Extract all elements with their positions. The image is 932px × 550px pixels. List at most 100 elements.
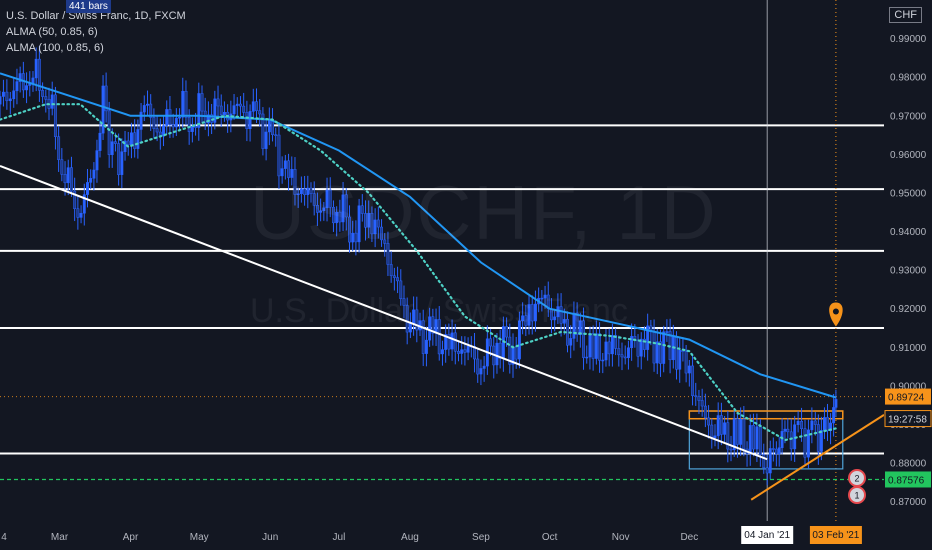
x-tick-label: Jul	[333, 532, 346, 543]
candle-down	[730, 449, 732, 450]
candle-up	[483, 366, 485, 368]
candle-up	[784, 429, 786, 431]
candle-up	[781, 431, 783, 447]
candle-down	[194, 126, 196, 127]
candle-down	[45, 97, 47, 100]
candle-down	[592, 334, 594, 359]
candle-down	[239, 104, 241, 106]
candle-down	[6, 92, 8, 101]
candle-down	[698, 397, 700, 401]
x-tick-label: Oct	[542, 532, 558, 543]
candle-down	[800, 421, 802, 428]
candle-up	[723, 423, 725, 435]
countdown-label: 19:27:58	[888, 415, 927, 426]
indicator-alma-100[interactable]: ALMA (100, 0.85, 6)	[6, 40, 186, 56]
candle-down	[790, 432, 792, 449]
candle-up	[496, 343, 498, 365]
candle-up	[9, 99, 11, 101]
y-tick-label: 0.93000	[890, 266, 927, 277]
candle-up	[51, 95, 53, 109]
candle-up	[182, 91, 184, 117]
legend: U.S. Dollar / Swiss Franc, 1D, FXCM ALMA…	[6, 8, 186, 56]
y-tick-label: 0.92000	[890, 304, 927, 315]
candle-up	[835, 399, 837, 407]
y-tick-label: 0.88000	[890, 459, 927, 470]
candle-up	[797, 421, 799, 424]
candle-up	[467, 346, 469, 352]
candle-up	[769, 448, 771, 473]
candle-down	[172, 125, 174, 127]
candle-up	[35, 59, 37, 78]
candle-up	[178, 117, 180, 118]
candle-up	[137, 129, 139, 148]
candle-up	[236, 104, 238, 106]
y-tick-label: 0.87000	[890, 497, 927, 508]
event-badge-count: 1	[854, 491, 859, 501]
candle-down	[54, 95, 56, 137]
candle-down	[653, 332, 655, 363]
x-tick-label: Aug	[401, 532, 419, 543]
y-tick-label: 0.95000	[890, 188, 927, 199]
candle-up	[717, 416, 719, 436]
candle-down	[814, 421, 816, 425]
candle-down	[108, 111, 110, 155]
event-pin-dot	[833, 309, 839, 315]
candle-up	[89, 178, 91, 182]
candle-down	[675, 337, 677, 369]
candle-down	[691, 366, 693, 396]
candle-down	[817, 425, 819, 452]
candle-down	[743, 419, 745, 449]
candle-up	[191, 126, 193, 131]
candle-up	[121, 152, 123, 175]
candle-up	[749, 425, 751, 453]
candle-down	[766, 468, 768, 473]
candle-up	[714, 436, 716, 438]
indicator-alma-50[interactable]: ALMA (50, 0.85, 6)	[6, 24, 186, 40]
candle-up	[130, 133, 132, 145]
candle-down	[454, 333, 456, 351]
candle-down	[64, 174, 66, 182]
candle-down	[61, 160, 63, 175]
candle-up	[198, 93, 200, 127]
candle-up	[284, 161, 286, 169]
crosshair-date-label: 04 Jan '21	[744, 530, 790, 541]
candle-down	[608, 342, 610, 354]
candle-up	[778, 448, 780, 454]
candle-up	[25, 86, 27, 90]
candle-up	[80, 213, 82, 217]
candle-up	[86, 182, 88, 194]
candle-down	[826, 417, 828, 430]
event-badge-count: 2	[854, 474, 859, 484]
candle-down	[515, 347, 517, 359]
candle-down	[185, 91, 187, 117]
candle-down	[390, 264, 392, 275]
candle-up	[605, 342, 607, 360]
candle-down	[201, 93, 203, 111]
candle-down	[393, 276, 395, 278]
currency-badge[interactable]: CHF	[889, 7, 922, 23]
marker-date-label: 03 Feb '21	[812, 530, 859, 541]
candle-up	[441, 350, 443, 354]
candle-down	[153, 117, 155, 128]
candle-up	[96, 151, 98, 170]
y-tick-label: 0.97000	[890, 111, 927, 122]
candle-up	[13, 91, 15, 99]
y-tick-label: 0.94000	[890, 227, 927, 238]
candle-up	[602, 360, 604, 361]
candle-down	[70, 168, 72, 191]
candle-up	[589, 334, 591, 358]
x-tick-label: Mar	[51, 532, 69, 543]
x-tick-label: May	[190, 532, 209, 543]
candle-up	[252, 102, 254, 112]
candle-up	[679, 350, 681, 369]
bars-count-badge: 441 bars	[66, 0, 111, 13]
y-tick-label: 0.99000	[890, 34, 927, 45]
candle-down	[621, 355, 623, 357]
candle-down	[275, 135, 277, 136]
candle-up	[611, 335, 613, 353]
x-tick-label: Dec	[680, 532, 698, 543]
candle-down	[41, 90, 43, 96]
candle-up	[733, 419, 735, 450]
